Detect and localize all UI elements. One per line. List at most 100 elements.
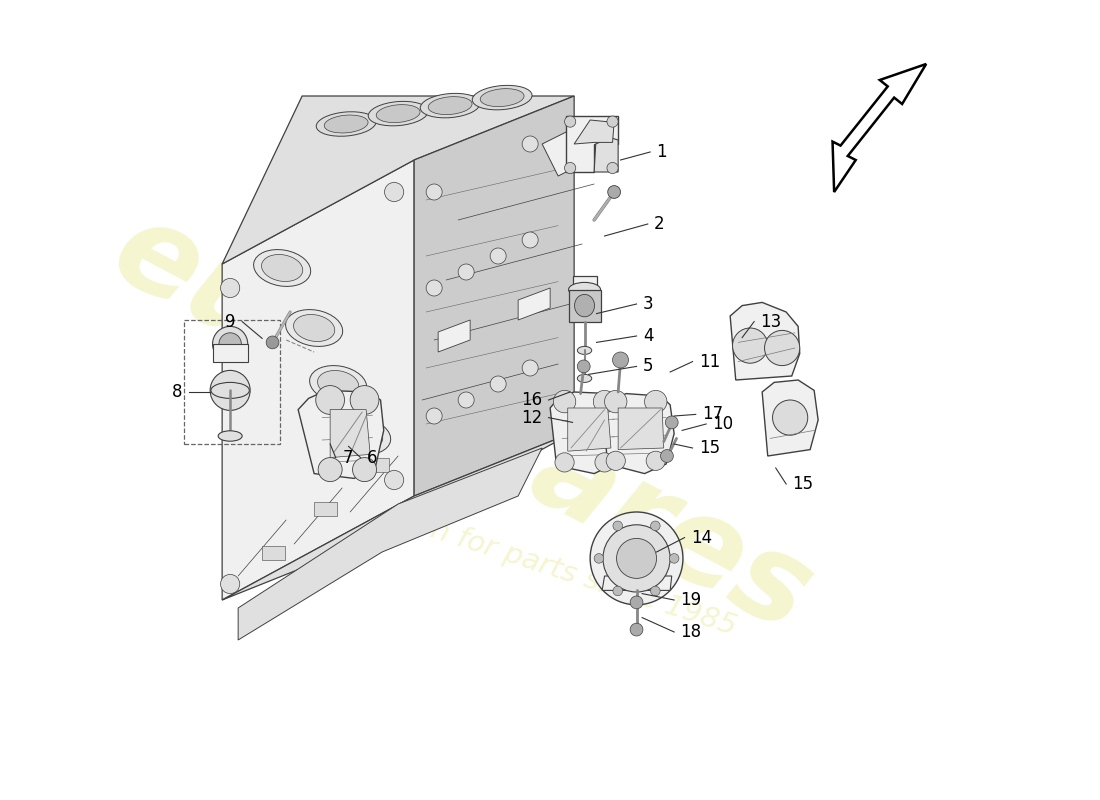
- Polygon shape: [618, 408, 663, 450]
- Text: 10: 10: [713, 415, 734, 433]
- Polygon shape: [730, 302, 800, 380]
- Polygon shape: [568, 408, 611, 451]
- Circle shape: [660, 450, 673, 462]
- Polygon shape: [566, 116, 618, 172]
- Bar: [262, 546, 285, 560]
- Bar: [212, 344, 248, 362]
- Polygon shape: [438, 320, 470, 352]
- Ellipse shape: [218, 430, 242, 442]
- Circle shape: [590, 512, 683, 605]
- Text: 2: 2: [654, 215, 664, 233]
- Circle shape: [607, 186, 620, 198]
- Circle shape: [764, 330, 800, 366]
- Polygon shape: [330, 410, 370, 458]
- Polygon shape: [762, 380, 818, 456]
- Circle shape: [491, 376, 506, 392]
- Circle shape: [630, 623, 642, 636]
- Polygon shape: [518, 288, 550, 320]
- Circle shape: [220, 574, 240, 594]
- Text: 8: 8: [172, 383, 183, 401]
- Circle shape: [564, 116, 575, 127]
- Circle shape: [522, 360, 538, 376]
- Text: 19: 19: [681, 591, 702, 609]
- Circle shape: [385, 182, 404, 202]
- Bar: [184, 320, 279, 444]
- Circle shape: [316, 386, 344, 414]
- Text: 17: 17: [702, 406, 724, 423]
- Circle shape: [522, 232, 538, 248]
- Circle shape: [650, 586, 660, 596]
- Circle shape: [522, 136, 538, 152]
- Polygon shape: [238, 448, 542, 640]
- Circle shape: [733, 328, 768, 363]
- Text: 15: 15: [792, 475, 814, 493]
- Circle shape: [613, 352, 628, 368]
- Ellipse shape: [578, 346, 592, 354]
- Polygon shape: [542, 128, 590, 176]
- Circle shape: [669, 554, 679, 563]
- Circle shape: [458, 392, 474, 408]
- Polygon shape: [298, 390, 384, 478]
- Bar: [315, 502, 337, 516]
- Circle shape: [458, 264, 474, 280]
- Circle shape: [772, 400, 807, 435]
- Circle shape: [426, 280, 442, 296]
- Circle shape: [210, 370, 250, 410]
- Circle shape: [616, 538, 657, 578]
- Ellipse shape: [318, 370, 359, 398]
- Circle shape: [426, 184, 442, 200]
- Text: 15: 15: [698, 439, 720, 457]
- Circle shape: [594, 554, 604, 563]
- Ellipse shape: [324, 115, 369, 133]
- Circle shape: [646, 451, 666, 470]
- Text: 11: 11: [698, 353, 720, 370]
- Polygon shape: [414, 96, 574, 496]
- Text: 16: 16: [521, 391, 542, 409]
- Circle shape: [350, 386, 378, 414]
- Text: 12: 12: [521, 409, 542, 426]
- Text: 9: 9: [226, 313, 235, 330]
- Circle shape: [606, 451, 625, 470]
- Circle shape: [603, 525, 670, 592]
- Ellipse shape: [286, 310, 343, 346]
- Circle shape: [607, 162, 618, 174]
- Circle shape: [553, 390, 575, 413]
- Circle shape: [605, 390, 627, 413]
- Ellipse shape: [211, 382, 250, 398]
- Text: 13: 13: [760, 313, 782, 330]
- Polygon shape: [222, 96, 574, 264]
- Circle shape: [220, 278, 240, 298]
- Circle shape: [212, 326, 248, 362]
- Ellipse shape: [341, 422, 383, 450]
- Text: 14: 14: [691, 529, 712, 546]
- Circle shape: [593, 390, 616, 413]
- Ellipse shape: [481, 89, 524, 106]
- Text: 7: 7: [342, 449, 353, 466]
- Circle shape: [630, 596, 642, 609]
- Circle shape: [554, 453, 574, 472]
- Polygon shape: [222, 432, 574, 600]
- Circle shape: [578, 360, 590, 373]
- Text: 6: 6: [367, 449, 377, 466]
- Circle shape: [266, 336, 279, 349]
- Ellipse shape: [254, 250, 310, 286]
- Text: eurospares: eurospares: [94, 191, 830, 657]
- Ellipse shape: [574, 294, 594, 317]
- Polygon shape: [570, 290, 601, 322]
- Circle shape: [645, 390, 667, 413]
- Circle shape: [650, 521, 660, 530]
- Circle shape: [352, 458, 376, 482]
- Bar: [366, 458, 388, 472]
- Circle shape: [385, 470, 404, 490]
- Text: 18: 18: [681, 623, 702, 641]
- Circle shape: [491, 248, 506, 264]
- Ellipse shape: [368, 102, 428, 126]
- Polygon shape: [572, 276, 596, 288]
- Polygon shape: [602, 576, 672, 590]
- Polygon shape: [574, 120, 614, 144]
- Ellipse shape: [262, 254, 303, 282]
- Polygon shape: [833, 64, 926, 192]
- Polygon shape: [602, 394, 674, 474]
- Text: 1: 1: [657, 143, 668, 161]
- Circle shape: [613, 586, 623, 596]
